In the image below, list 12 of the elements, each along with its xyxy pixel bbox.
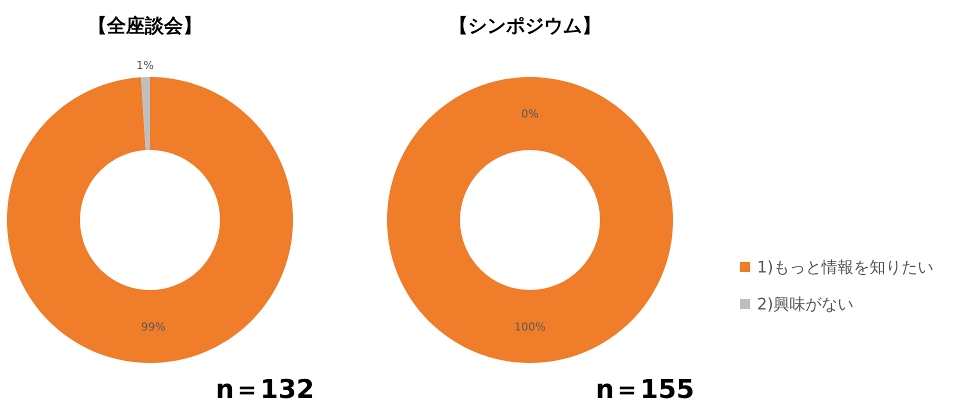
text: 0% [521, 107, 539, 120]
data-label: 1% [136, 58, 154, 72]
legend-label: 1)もっと情報を知りたい [757, 258, 934, 277]
chart-title: 【シンポジウム】 [449, 15, 601, 37]
text: n＝132 [216, 375, 314, 405]
donut-slice [7, 77, 293, 363]
text: n＝155 [596, 375, 694, 405]
data-label: 100% [514, 320, 546, 334]
legend-label: 2)興味がない [757, 294, 854, 314]
data-label: 99% [141, 320, 166, 334]
donut-slice [141, 77, 150, 150]
chart-title: 【全座談会】 [88, 15, 202, 37]
